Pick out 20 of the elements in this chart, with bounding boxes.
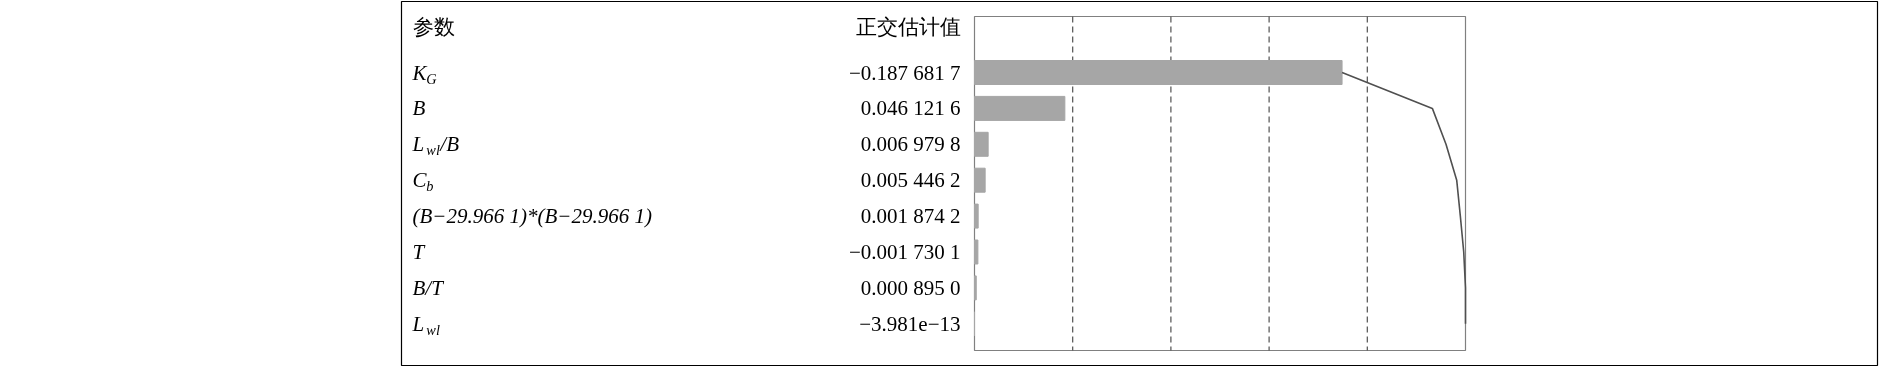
y-axis-title: 参数 [412, 14, 455, 39]
text: −0.001 730 1 [848, 240, 961, 264]
text: 0.000 895 0 [860, 275, 961, 300]
bar [974, 131, 989, 157]
y-tick-label: (B−29.966 1)*(B−29.966 1) [412, 204, 652, 229]
bar [974, 167, 986, 193]
bar [974, 203, 979, 229]
text: 0.046 121 6 [860, 96, 961, 121]
bar [974, 60, 1343, 85]
text: 正交估计值 [855, 14, 961, 39]
y-tick-label: T [412, 240, 426, 264]
text: 0.001 874 2 [860, 204, 961, 229]
text: −0.187 681 7 [848, 60, 961, 85]
y-tick-label: B/T [412, 275, 445, 300]
text: 0.006 979 8 [860, 132, 961, 157]
text: 0.005 446 2 [860, 168, 961, 193]
text: −3.981e−13 [859, 311, 961, 336]
bar [974, 95, 1066, 121]
y-tick-label: B [412, 96, 426, 121]
bar [974, 239, 979, 265]
